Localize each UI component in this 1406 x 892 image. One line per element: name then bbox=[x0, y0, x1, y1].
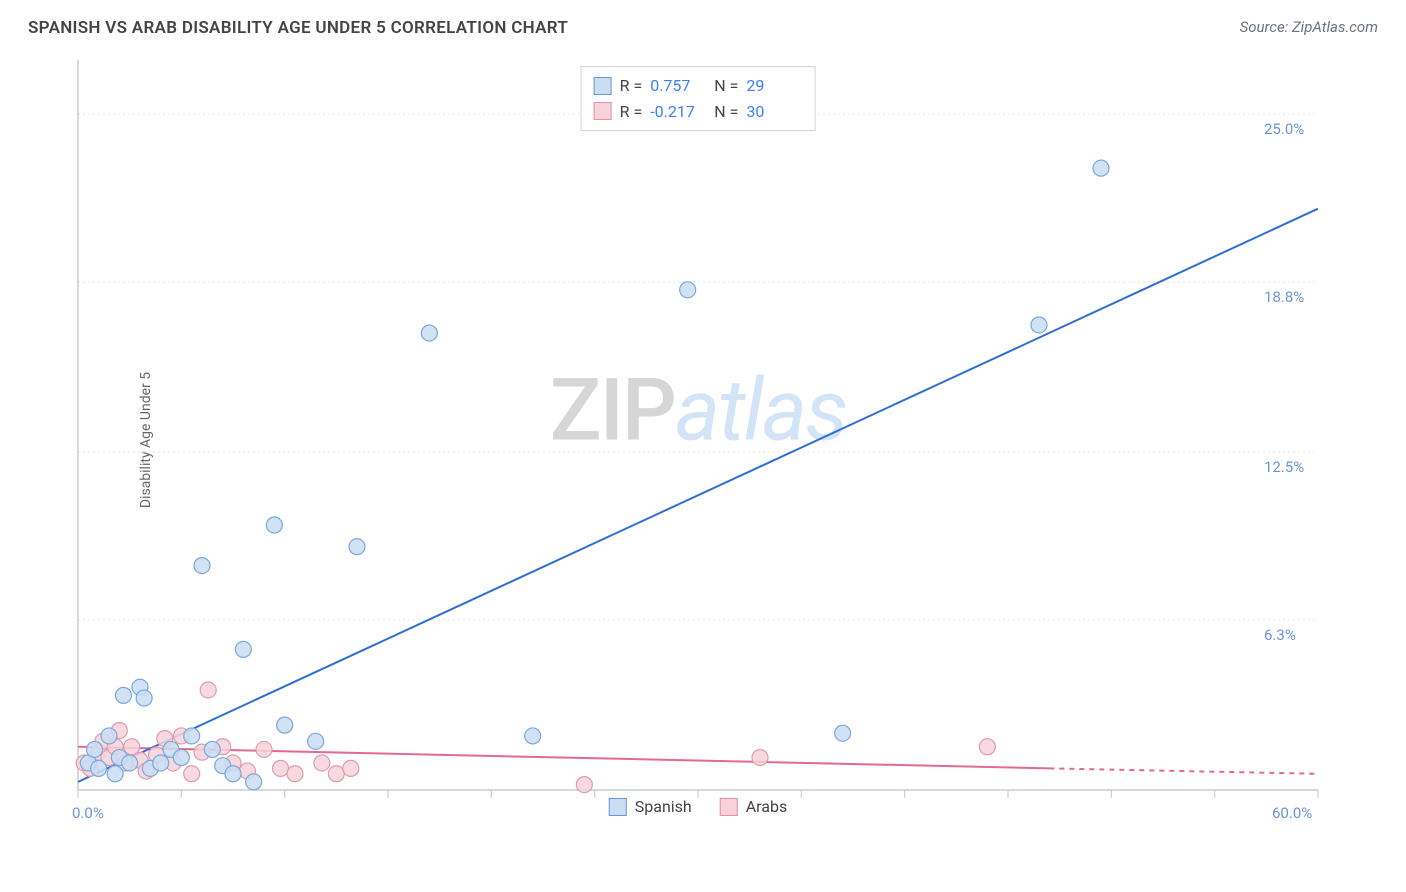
legend-item-spanish: Spanish bbox=[609, 797, 692, 816]
y-tick-label: 25.0% bbox=[1264, 120, 1304, 138]
chart-container: Disability Age Under 5 ZIPatlas R = 0.75… bbox=[58, 60, 1338, 820]
swatch-arabs bbox=[720, 798, 738, 816]
source-attribution: Source: ZipAtlas.com bbox=[1240, 18, 1378, 36]
legend-row-spanish: R = 0.757 N = 29 bbox=[594, 73, 803, 99]
swatch-spanish bbox=[609, 798, 627, 816]
legend-item-arabs: Arabs bbox=[720, 797, 788, 816]
r-value-arabs: -0.217 bbox=[650, 99, 706, 125]
y-tick-label: 18.8% bbox=[1264, 288, 1304, 306]
y-tick-label: 6.3% bbox=[1264, 626, 1296, 644]
r-label: R = bbox=[620, 99, 643, 125]
r-label: R = bbox=[620, 73, 643, 99]
x-axis-min-label: 0.0% bbox=[72, 804, 104, 822]
r-value-spanish: 0.757 bbox=[650, 73, 706, 99]
legend-label-spanish: Spanish bbox=[635, 797, 692, 816]
y-tick-label: 12.5% bbox=[1264, 458, 1304, 476]
scatter-chart bbox=[58, 60, 1338, 820]
chart-title: SPANISH VS ARAB DISABILITY AGE UNDER 5 C… bbox=[28, 18, 568, 38]
n-value-spanish: 29 bbox=[746, 73, 802, 99]
legend-row-arabs: R = -0.217 N = 30 bbox=[594, 99, 803, 125]
swatch-spanish bbox=[594, 77, 612, 95]
series-legend: Spanish Arabs bbox=[609, 797, 787, 816]
correlation-legend: R = 0.757 N = 29 R = -0.217 N = 30 bbox=[581, 66, 816, 131]
n-label: N = bbox=[714, 73, 738, 99]
n-value-arabs: 30 bbox=[746, 99, 802, 125]
x-axis-max-label: 60.0% bbox=[1272, 804, 1312, 822]
swatch-arabs bbox=[594, 102, 612, 120]
legend-label-arabs: Arabs bbox=[746, 797, 788, 816]
n-label: N = bbox=[714, 99, 738, 125]
